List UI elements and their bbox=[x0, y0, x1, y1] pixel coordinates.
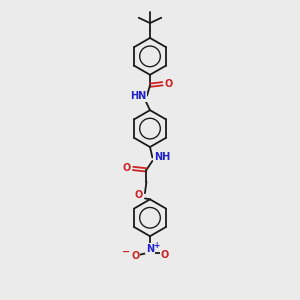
Text: O: O bbox=[161, 250, 169, 260]
Text: −: − bbox=[122, 247, 130, 256]
Text: HN: HN bbox=[130, 91, 146, 101]
Text: NH: NH bbox=[154, 152, 170, 162]
Text: O: O bbox=[131, 251, 139, 261]
Text: +: + bbox=[153, 241, 160, 250]
Text: O: O bbox=[134, 190, 142, 200]
Text: O: O bbox=[122, 164, 130, 173]
Text: O: O bbox=[165, 79, 173, 89]
Text: N: N bbox=[146, 244, 154, 254]
